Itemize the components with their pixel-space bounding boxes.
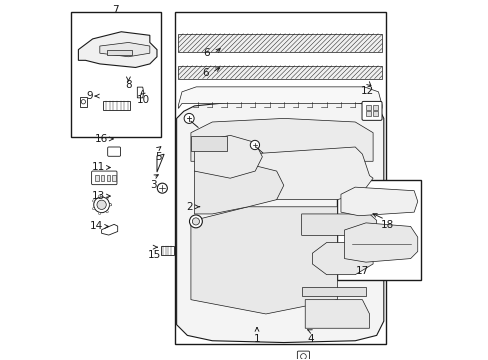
Circle shape bbox=[189, 215, 202, 228]
Circle shape bbox=[106, 197, 108, 199]
Text: 15: 15 bbox=[147, 250, 161, 260]
Bar bbox=[112, 175, 116, 181]
Text: 13: 13 bbox=[91, 191, 104, 201]
Polygon shape bbox=[100, 42, 149, 57]
Bar bbox=[101, 175, 104, 181]
FancyBboxPatch shape bbox=[107, 147, 121, 156]
Polygon shape bbox=[194, 135, 262, 178]
Text: 2: 2 bbox=[185, 202, 192, 212]
Bar bbox=[71, 12, 160, 137]
Text: 11: 11 bbox=[91, 162, 104, 172]
Polygon shape bbox=[102, 224, 118, 235]
Text: 14: 14 bbox=[89, 221, 102, 231]
Circle shape bbox=[92, 208, 95, 210]
Circle shape bbox=[109, 204, 111, 206]
Bar bbox=[175, 12, 385, 344]
Text: 16: 16 bbox=[95, 134, 108, 144]
Polygon shape bbox=[312, 243, 372, 275]
Circle shape bbox=[157, 183, 167, 193]
Polygon shape bbox=[344, 223, 417, 262]
Bar bbox=[106, 175, 110, 181]
Bar bbox=[160, 246, 174, 255]
Text: 6: 6 bbox=[202, 68, 209, 77]
Circle shape bbox=[250, 140, 259, 150]
Bar bbox=[301, 287, 365, 296]
Text: 9: 9 bbox=[87, 91, 93, 101]
Bar bbox=[178, 34, 381, 52]
Polygon shape bbox=[340, 187, 417, 216]
Text: 6: 6 bbox=[203, 48, 210, 58]
Text: 1: 1 bbox=[253, 334, 260, 344]
Circle shape bbox=[94, 197, 109, 213]
Bar bbox=[372, 105, 378, 110]
Circle shape bbox=[109, 204, 111, 206]
Circle shape bbox=[81, 100, 85, 104]
Circle shape bbox=[192, 218, 199, 225]
Polygon shape bbox=[157, 154, 164, 172]
Text: 8: 8 bbox=[125, 80, 131, 90]
Polygon shape bbox=[301, 214, 376, 235]
Text: 12: 12 bbox=[360, 86, 374, 96]
Circle shape bbox=[184, 113, 194, 123]
Text: 5: 5 bbox=[154, 152, 161, 162]
Polygon shape bbox=[190, 118, 372, 161]
Bar bbox=[80, 97, 86, 107]
Text: 3: 3 bbox=[150, 180, 156, 190]
Bar bbox=[365, 111, 370, 116]
FancyBboxPatch shape bbox=[361, 102, 381, 120]
Text: 10: 10 bbox=[137, 95, 150, 105]
Circle shape bbox=[99, 195, 101, 197]
Bar bbox=[103, 102, 130, 111]
Polygon shape bbox=[178, 87, 381, 108]
Bar bbox=[365, 105, 370, 110]
Circle shape bbox=[92, 200, 95, 202]
FancyBboxPatch shape bbox=[91, 171, 117, 185]
Bar bbox=[190, 136, 226, 150]
Text: 4: 4 bbox=[306, 334, 313, 344]
Text: 17: 17 bbox=[355, 266, 368, 276]
Polygon shape bbox=[194, 164, 283, 214]
Text: 18: 18 bbox=[380, 220, 393, 230]
Polygon shape bbox=[176, 100, 383, 342]
FancyBboxPatch shape bbox=[297, 351, 309, 360]
Circle shape bbox=[300, 354, 305, 359]
Text: 7: 7 bbox=[112, 5, 119, 15]
Bar bbox=[372, 111, 378, 116]
Polygon shape bbox=[198, 147, 372, 200]
Polygon shape bbox=[137, 87, 143, 98]
Circle shape bbox=[97, 200, 106, 210]
Polygon shape bbox=[78, 32, 157, 67]
Bar bbox=[107, 50, 132, 55]
Bar bbox=[178, 66, 381, 78]
Circle shape bbox=[106, 211, 108, 213]
Polygon shape bbox=[190, 207, 337, 314]
Circle shape bbox=[99, 212, 101, 215]
Bar bbox=[95, 175, 99, 181]
Bar bbox=[337, 180, 421, 280]
Polygon shape bbox=[305, 300, 369, 328]
